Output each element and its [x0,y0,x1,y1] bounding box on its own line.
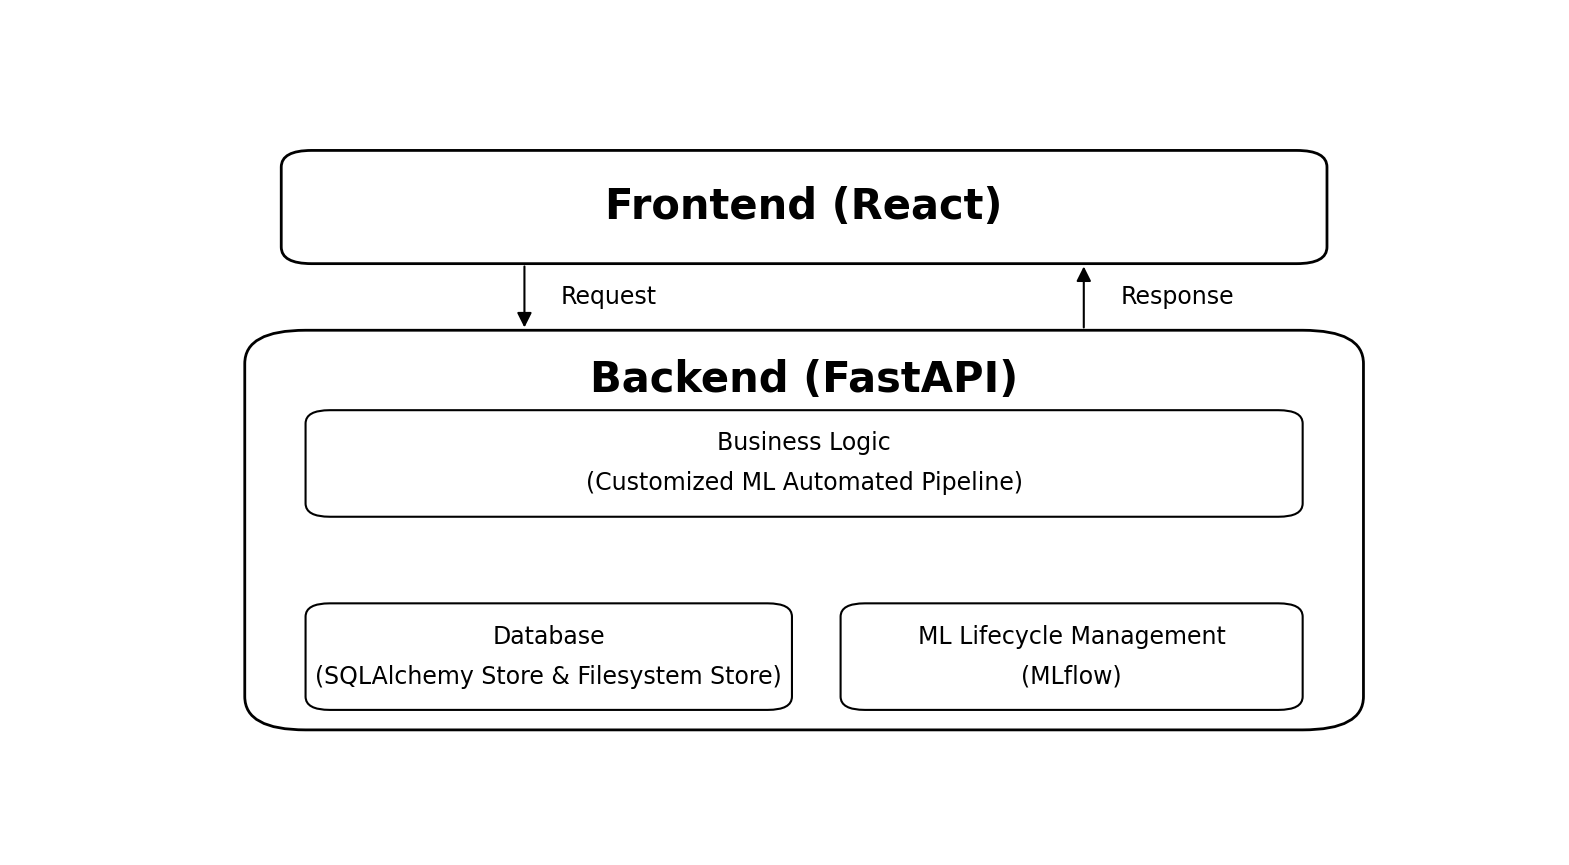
FancyBboxPatch shape [306,604,792,710]
FancyBboxPatch shape [281,151,1327,264]
Text: Response: Response [1120,285,1233,309]
Text: Database: Database [493,625,606,649]
Text: (SQLAlchemy Store & Filesystem Store): (SQLAlchemy Store & Filesystem Store) [315,664,781,689]
Text: ML Lifecycle Management: ML Lifecycle Management [918,625,1225,649]
Text: (MLflow): (MLflow) [1021,664,1122,689]
Text: Frontend (React): Frontend (React) [606,186,1003,228]
Text: (Customized ML Automated Pipeline): (Customized ML Automated Pipeline) [585,471,1023,496]
FancyBboxPatch shape [306,410,1302,516]
FancyBboxPatch shape [245,330,1363,730]
Text: Request: Request [562,285,657,309]
Text: Business Logic: Business Logic [717,432,891,456]
Text: Backend (FastAPI): Backend (FastAPI) [590,359,1018,401]
FancyBboxPatch shape [841,604,1302,710]
